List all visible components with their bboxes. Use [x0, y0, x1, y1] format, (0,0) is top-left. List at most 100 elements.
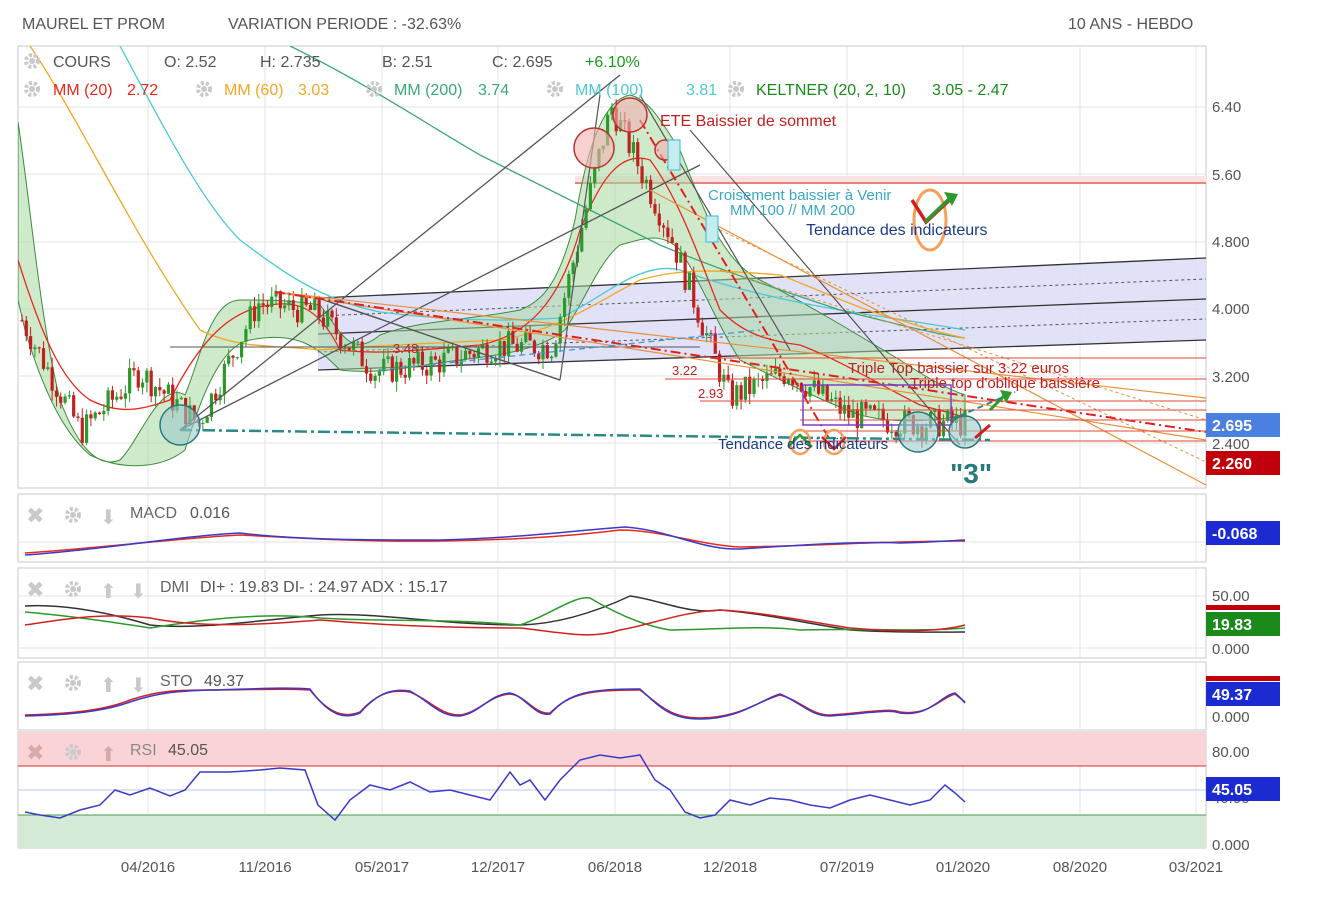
- macd-controls[interactable]: ✖ ⬇: [26, 503, 117, 529]
- candle-body: [119, 396, 123, 399]
- candle-body: [132, 368, 136, 371]
- candle-body: [808, 387, 812, 397]
- candle-body: [37, 347, 41, 349]
- candle-body: [67, 395, 71, 397]
- candle-body: [683, 252, 687, 290]
- candle-body: [244, 329, 248, 342]
- sto-label: STO: [160, 673, 193, 690]
- candle-body: [700, 322, 704, 336]
- trend-annotation-bottom: Tendance des indicateurs: [718, 436, 888, 453]
- legend-mm20: MM (20): [53, 82, 113, 99]
- candle-body: [278, 291, 282, 309]
- close-icon[interactable]: ✖: [26, 503, 44, 528]
- close-icon[interactable]: ✖: [26, 577, 44, 602]
- price-tick: 3.200: [1212, 369, 1250, 386]
- candle-body: [713, 333, 717, 354]
- time-tick: 12/2017: [471, 859, 525, 876]
- candle-body: [459, 359, 463, 365]
- arrow-up-icon[interactable]: ⬆: [100, 581, 117, 603]
- macd-label: MACD: [130, 505, 177, 522]
- candle-body: [705, 333, 709, 336]
- candle-body: [765, 373, 769, 381]
- candle-body: [50, 367, 54, 391]
- candle-body: [407, 358, 412, 378]
- candle-body: [369, 373, 373, 381]
- candle-body: [261, 303, 265, 306]
- arrow-up-icon[interactable]: ⬆: [100, 744, 117, 766]
- time-tick: 04/2016: [121, 859, 175, 876]
- legend-mm20-value: 2.72: [127, 82, 158, 99]
- legend-mm200: MM (200): [394, 82, 462, 99]
- candle-body: [326, 310, 330, 327]
- chart-title: MAUREL ET PROM: [22, 16, 166, 33]
- candle-body: [54, 390, 59, 397]
- candle-body: [890, 431, 894, 433]
- candle-body: [829, 399, 834, 401]
- trend-annotation-top: Tendance des indicateurs: [806, 222, 987, 239]
- macd-badge: [1206, 521, 1280, 545]
- close-icon[interactable]: ✖: [26, 740, 44, 765]
- candle-body: [252, 306, 257, 322]
- candle-body: [894, 431, 898, 437]
- candle-body: [339, 334, 343, 349]
- arrow-up-icon[interactable]: ⬆: [100, 675, 117, 697]
- candle-body: [537, 353, 541, 360]
- candle-body: [287, 300, 291, 306]
- candle-body: [580, 227, 584, 252]
- close-icon[interactable]: ✖: [26, 671, 44, 696]
- arrow-down-icon[interactable]: ⬇: [130, 581, 147, 603]
- candle-body: [661, 225, 666, 228]
- legend-keltner-value: 3.05 - 2.47: [932, 82, 1009, 99]
- triple-oblique-annotation: Triple top d'oblique baissière: [910, 375, 1100, 392]
- candle-body: [524, 332, 528, 343]
- candle-body: [140, 382, 145, 388]
- candle-body: [511, 331, 515, 344]
- arrow-down-icon[interactable]: ⬇: [130, 675, 147, 697]
- arrow-down-icon[interactable]: ⬇: [100, 507, 117, 529]
- candle-body: [816, 380, 821, 394]
- level-348: 3.48: [393, 341, 418, 356]
- candle-body: [950, 410, 954, 424]
- candle-body: [158, 387, 162, 391]
- candle-body: [382, 358, 386, 372]
- candle-body: [80, 417, 84, 443]
- candle-body: [726, 374, 730, 381]
- candle-body: [562, 297, 567, 317]
- crossover-annotation-2: MM 100 // MM 200: [730, 202, 855, 219]
- candle-body: [84, 414, 89, 443]
- candle-body: [29, 336, 33, 350]
- candle-body: [446, 348, 450, 353]
- candle-body: [606, 114, 610, 146]
- candle-body: [881, 408, 885, 421]
- candle-body: [528, 332, 532, 341]
- candle-body: [171, 384, 175, 411]
- rsi-value: 45.05: [168, 742, 208, 759]
- period-selector[interactable]: 10 ANS - HEBDO: [1068, 16, 1194, 33]
- sto-controls[interactable]: ✖ ⬆ ⬇: [26, 671, 147, 697]
- candle-body: [636, 142, 640, 167]
- sto-badge-value: 49.37: [1212, 687, 1252, 704]
- dmi-panel: [17, 567, 1207, 659]
- rsi-oversold-zone: [18, 815, 1206, 848]
- candle-body: [291, 300, 295, 311]
- candle-body: [248, 306, 252, 330]
- candle-body: [76, 416, 80, 418]
- candle-body: [93, 412, 97, 419]
- sto-panel: [17, 661, 1207, 731]
- candle-body: [412, 358, 416, 364]
- candle-body: [860, 402, 864, 429]
- legend-mm60-value: 3.03: [298, 82, 329, 99]
- candle-body: [214, 393, 218, 401]
- candle-body: [20, 320, 24, 322]
- candle-body: [946, 410, 950, 421]
- dmi-values: DI+ : 19.83 DI- : 24.97 ADX : 15.17: [200, 579, 448, 596]
- price-axis: 6.40 5.60 4.800 4.000 3.200 2.400: [1212, 99, 1250, 453]
- ete-annotation: ETE Baissier de sommet: [660, 113, 837, 130]
- mm60-line: [29, 46, 966, 351]
- candle-body: [235, 357, 239, 359]
- dmi-controls[interactable]: ✖ ⬆ ⬇: [26, 577, 147, 603]
- rsi-controls[interactable]: ✖ ⬆: [26, 740, 117, 766]
- candle-body: [687, 272, 692, 290]
- candle-body: [442, 352, 446, 373]
